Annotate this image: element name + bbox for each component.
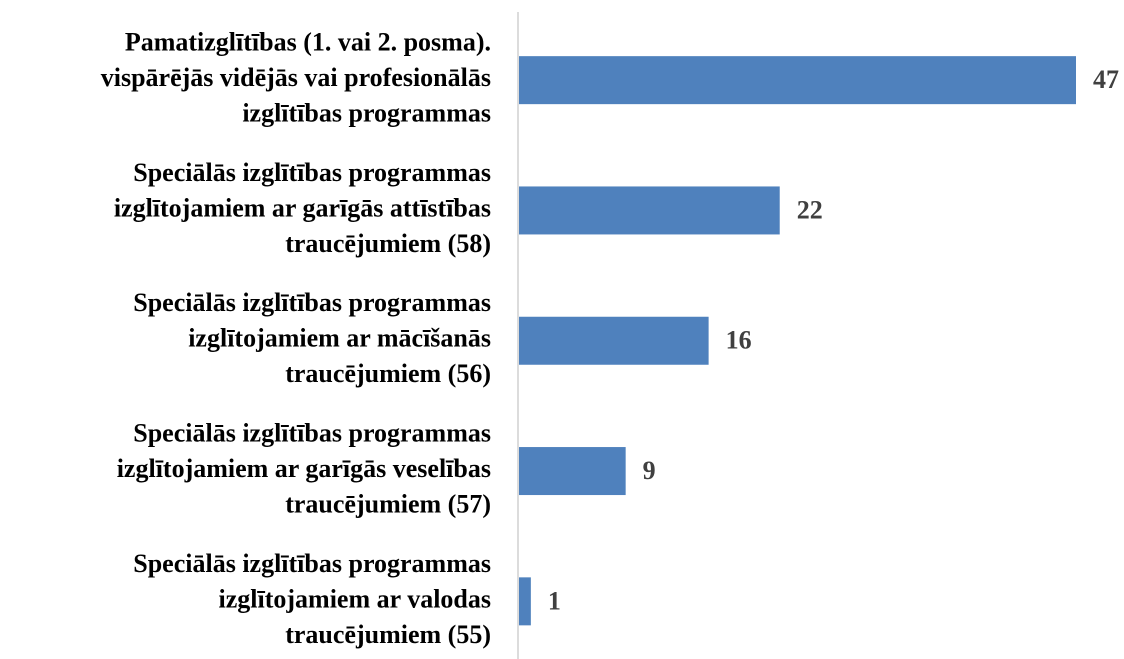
category-label: izglītojamiem ar valodas: [219, 584, 491, 613]
category-label: izglītības programmas: [242, 99, 491, 128]
category-label: Speciālās izglītības programmas: [133, 288, 491, 317]
value-label: 16: [726, 326, 752, 355]
category-label: Speciālās izglītības programmas: [133, 549, 491, 578]
value-label: 47: [1093, 65, 1119, 94]
category-label: Speciālās izglītības programmas: [133, 419, 491, 448]
category-label: traucējumiem (56): [285, 359, 491, 388]
value-label: 22: [797, 195, 823, 224]
category-label: traucējumiem (58): [285, 229, 491, 258]
value-label: 1: [548, 586, 561, 615]
category-label: Pamatizglītības (1. vai 2. posma).: [125, 28, 491, 57]
category-label: traucējumiem (55): [285, 620, 491, 649]
bar: [519, 447, 626, 496]
category-label: izglītojamiem ar mācīšanās: [188, 324, 491, 353]
category-label: izglītojamiem ar garīgās veselības: [117, 454, 491, 483]
category-label: vispārējās vidējās vai profesionālās: [101, 63, 491, 92]
bar: [519, 186, 780, 235]
category-label: izglītojamiem ar garīgās attīstības: [114, 193, 491, 222]
category-label: Speciālās izglītības programmas: [133, 158, 491, 187]
value-label: 9: [643, 456, 656, 485]
bar: [519, 56, 1076, 105]
bar: [519, 577, 531, 626]
bar: [519, 316, 709, 365]
category-label: traucējumiem (57): [285, 490, 491, 519]
